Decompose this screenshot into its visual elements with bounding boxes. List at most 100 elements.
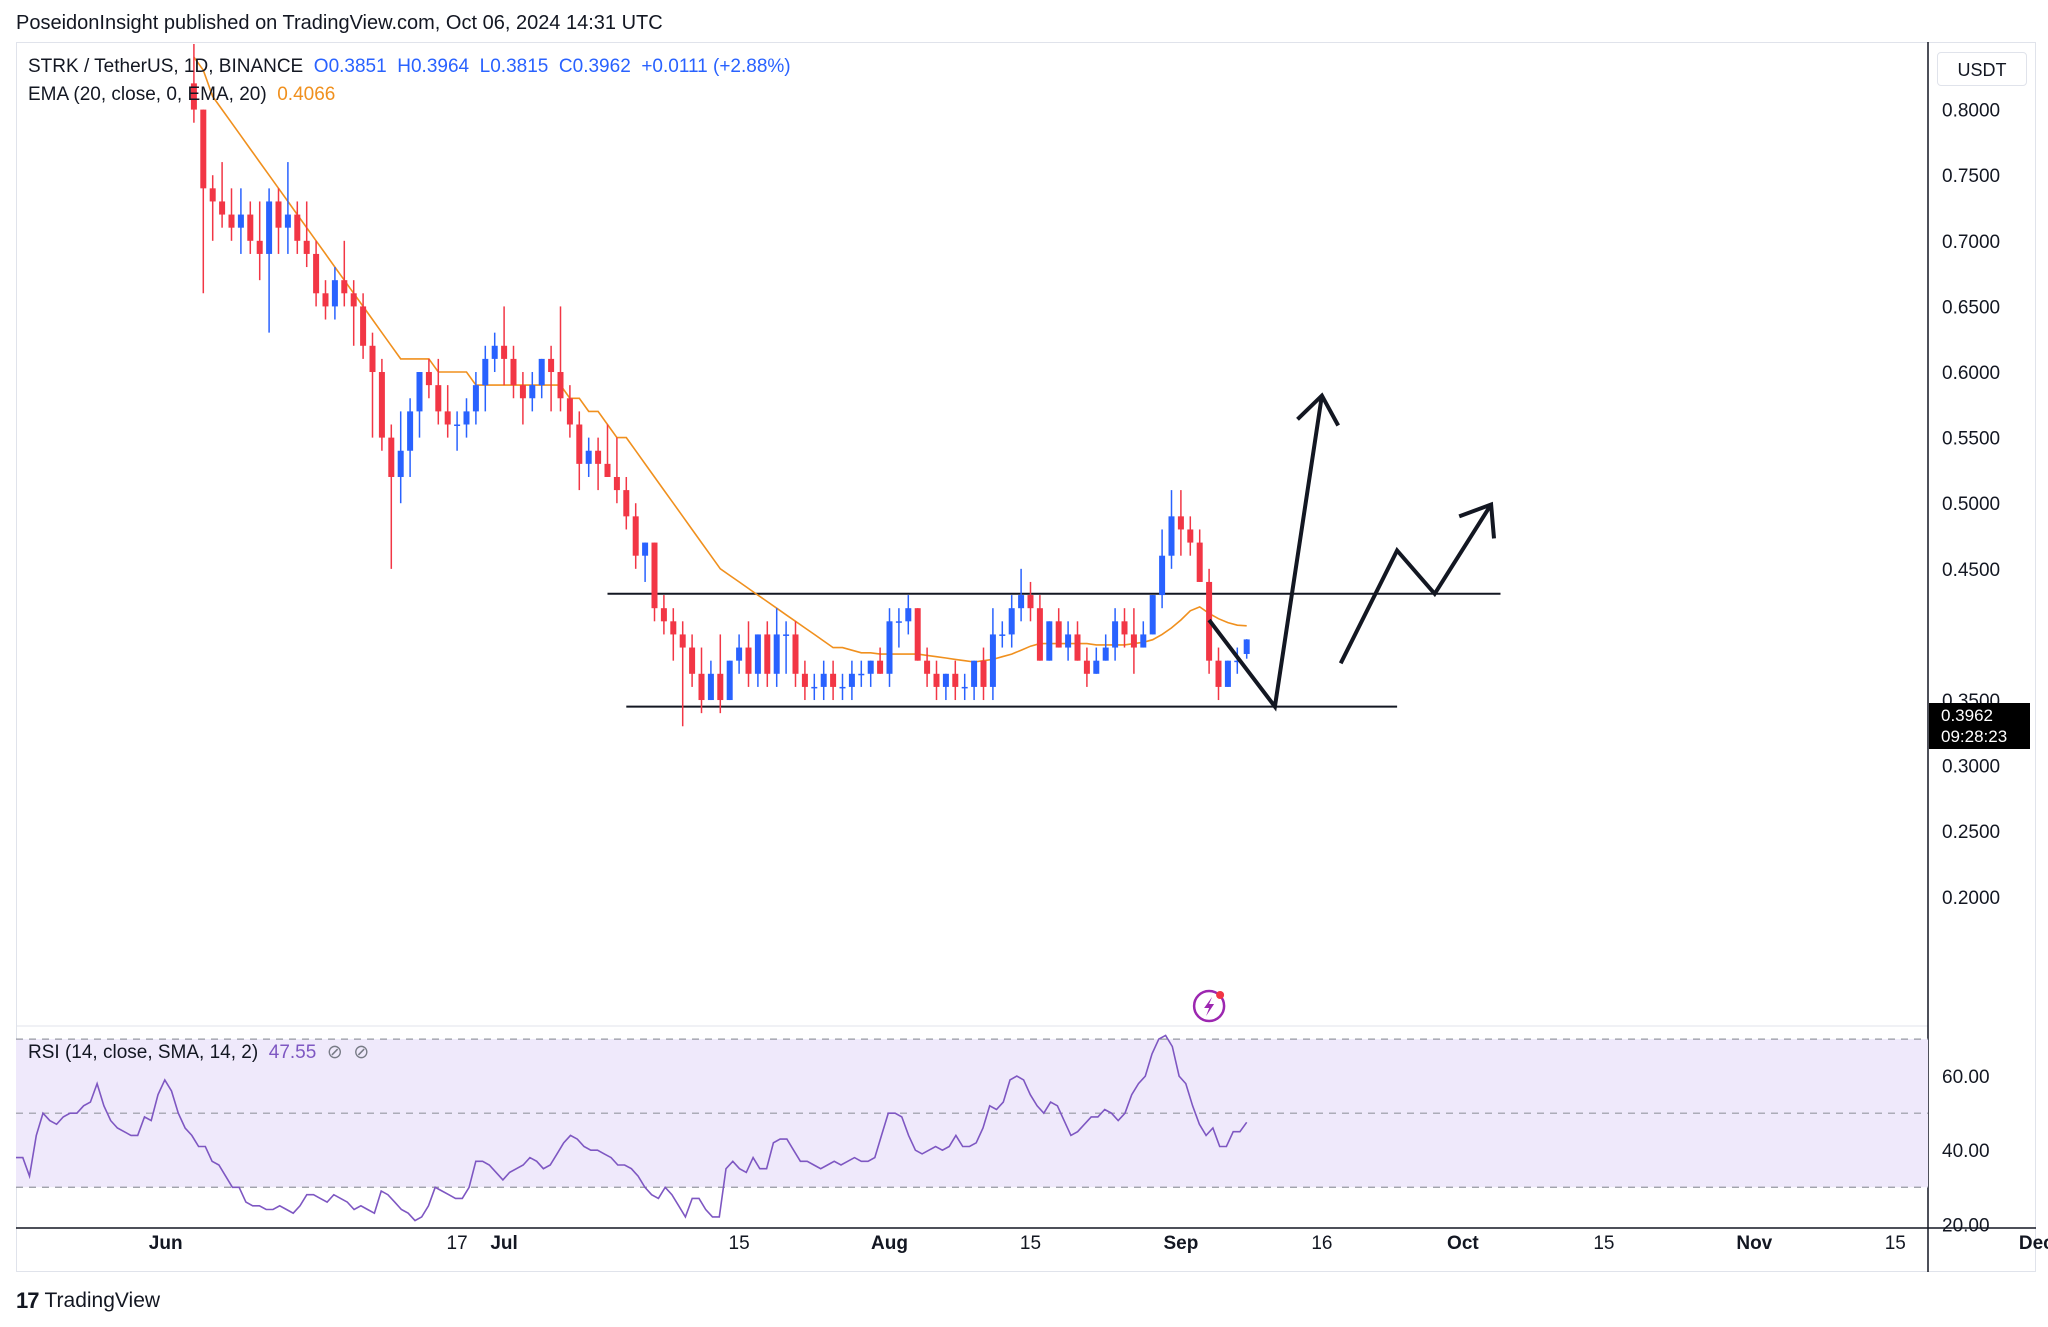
- candle-body: [576, 424, 583, 464]
- candle-body: [830, 673, 837, 687]
- candle-body: [698, 673, 705, 701]
- candle-body: [303, 240, 310, 254]
- time-tick-label: 15: [1593, 1233, 1614, 1254]
- hide-icon[interactable]: ⊘: [353, 1042, 370, 1063]
- candle-body: [491, 345, 498, 359]
- ema-label[interactable]: EMA (20, close, 0, EMA, 20): [28, 84, 267, 105]
- candle-body: [801, 673, 808, 687]
- candle-body: [623, 490, 630, 517]
- currency-button[interactable]: USDT: [1937, 52, 2027, 86]
- price-tick-label: 0.5000: [1942, 494, 2000, 515]
- projection-arrow-1-head[interactable]: [1296, 392, 1340, 427]
- candle-body: [294, 214, 301, 241]
- footer-brand[interactable]: 17 TradingView: [16, 1288, 160, 1314]
- candle-body: [463, 411, 470, 425]
- candle-body: [313, 253, 320, 294]
- rsi-tick-label: 40.00: [1942, 1141, 1990, 1162]
- notification-dot: [1216, 991, 1225, 999]
- candle-body: [501, 345, 508, 359]
- last-price-tag: 0.3962 09:28:23: [1929, 703, 2030, 749]
- symbol-label[interactable]: STRK / TetherUS, 1D, BINANCE: [28, 56, 304, 77]
- candle-body: [811, 686, 818, 689]
- projection-arrow-2-head[interactable]: [1458, 501, 1496, 539]
- candle-body: [858, 673, 865, 676]
- last-price: 0.3962: [1941, 706, 1993, 725]
- candle-body: [472, 385, 479, 412]
- brand-name: TradingView: [44, 1289, 161, 1312]
- open-value: O0.3851: [313, 56, 387, 77]
- candle-body: [341, 280, 348, 294]
- candle-body: [1177, 516, 1184, 530]
- candle-body: [642, 542, 649, 556]
- candle-body: [510, 358, 517, 386]
- time-tick-label: Sep: [1163, 1233, 1198, 1254]
- candle-body: [538, 358, 545, 386]
- rsi-line: [16, 1034, 1248, 1222]
- rsi-value: 47.55: [268, 1042, 317, 1063]
- candle-body: [482, 358, 489, 386]
- candle-body: [604, 463, 611, 477]
- candle-body: [1008, 608, 1015, 635]
- candle-body: [1149, 595, 1156, 635]
- candle-body: [1018, 595, 1025, 609]
- candle-body: [397, 450, 404, 477]
- candle-body: [679, 634, 686, 648]
- candle-body: [914, 608, 921, 661]
- candle-body: [886, 621, 893, 674]
- candle-body: [454, 424, 461, 427]
- price-tick-label: 0.3000: [1942, 757, 2000, 778]
- candle-body: [519, 385, 526, 399]
- projection-arrow-2[interactable]: [1338, 503, 1493, 665]
- candle-body: [1055, 621, 1062, 648]
- rsi-legend: RSI (14, close, SMA, 14, 2) 47.55 ⊘ ⊘: [28, 1041, 369, 1064]
- candle-body: [905, 608, 912, 622]
- candle-body: [632, 516, 639, 556]
- candle-body: [1046, 621, 1053, 661]
- price-tick-label: 0.2000: [1942, 888, 2000, 909]
- candle-body: [877, 660, 884, 674]
- candle-body: [1215, 660, 1222, 687]
- rsi-label[interactable]: RSI (14, close, SMA, 14, 2): [28, 1042, 259, 1063]
- price-tick-label: 0.4500: [1942, 560, 2000, 581]
- candle-body: [670, 621, 677, 635]
- candle-body: [1083, 660, 1090, 674]
- candle-body: [585, 450, 592, 464]
- hide-icon[interactable]: ⊘: [326, 1042, 343, 1063]
- candle-body: [660, 608, 667, 622]
- candle-body: [237, 214, 244, 228]
- candle-body: [425, 372, 432, 386]
- change-value: +0.0111 (+2.88%): [641, 56, 791, 77]
- candle-body: [980, 660, 987, 687]
- candle-body: [275, 201, 282, 228]
- time-tick-label: Jul: [490, 1233, 517, 1254]
- candle-body: [989, 634, 996, 687]
- candle-body: [595, 450, 602, 464]
- candle-body: [895, 621, 902, 623]
- candle-body: [867, 660, 874, 674]
- candle-body: [247, 214, 254, 241]
- time-tick-label: 15: [1020, 1233, 1041, 1254]
- candle-body: [1196, 542, 1203, 582]
- projection-arrow-1[interactable]: [1207, 395, 1324, 712]
- rsi-tick-label: 20.00: [1942, 1215, 1990, 1236]
- candle-body: [407, 411, 414, 451]
- candle-body: [745, 647, 752, 674]
- low-value: L0.3815: [479, 56, 549, 77]
- price-tick-label: 0.2500: [1942, 822, 2000, 843]
- candle-body: [360, 306, 367, 346]
- time-tick-label: Dec: [2019, 1233, 2048, 1254]
- candle-body: [378, 372, 385, 438]
- candle-body: [1036, 608, 1043, 661]
- candle-body: [1074, 634, 1081, 661]
- candle-body: [416, 372, 423, 412]
- tradingview-logo-icon: 17: [16, 1288, 40, 1313]
- candle-body: [1130, 634, 1137, 648]
- candle-body: [754, 634, 761, 674]
- bar-countdown: 09:28:23: [1941, 727, 2008, 746]
- candle-body: [256, 240, 263, 254]
- price-tick-label: 0.5500: [1942, 429, 2000, 450]
- time-tick-label: Oct: [1447, 1233, 1479, 1254]
- candle-body: [529, 385, 536, 399]
- candle-body: [839, 686, 846, 689]
